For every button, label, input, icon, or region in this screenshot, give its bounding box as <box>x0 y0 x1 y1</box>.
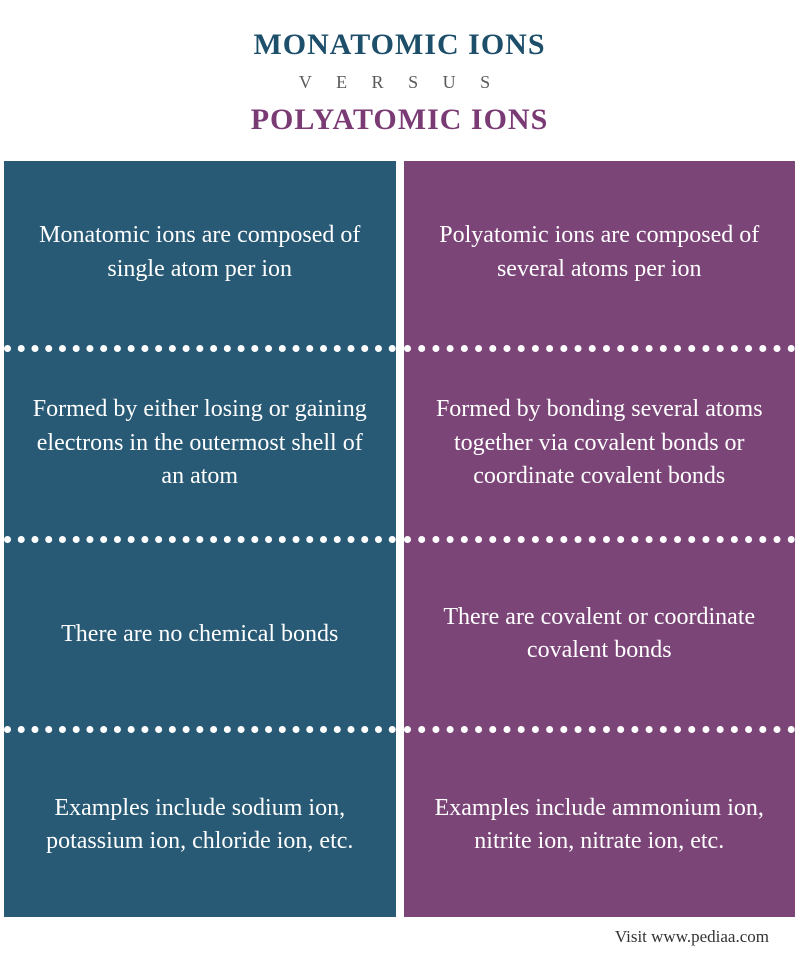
left-cell-3: Examples include sodium ion, potassium i… <box>4 733 396 917</box>
columns-wrapper: Monatomic ions are composed of single at… <box>0 161 799 917</box>
left-divider-2 <box>4 726 396 733</box>
title-right: POLYATOMIC IONS <box>20 103 779 137</box>
comparison-infographic: MONATOMIC IONS V E R S U S POLYATOMIC IO… <box>0 0 799 961</box>
left-cell-1: Formed by either losing or gaining elect… <box>4 352 396 536</box>
title-left: MONATOMIC IONS <box>20 28 779 62</box>
versus-label: V E R S U S <box>20 72 779 93</box>
left-divider-0 <box>4 345 396 352</box>
right-divider-2 <box>404 726 796 733</box>
left-cell-0: Monatomic ions are composed of single at… <box>4 161 396 345</box>
right-cell-3: Examples include ammonium ion, nitrite i… <box>404 733 796 917</box>
right-cell-1: Formed by bonding several atoms together… <box>404 352 796 536</box>
footer-credit: Visit www.pediaa.com <box>0 917 799 961</box>
column-right: Polyatomic ions are composed of several … <box>404 161 796 917</box>
left-divider-1 <box>4 536 396 543</box>
header: MONATOMIC IONS V E R S U S POLYATOMIC IO… <box>0 0 799 161</box>
right-cell-0: Polyatomic ions are composed of several … <box>404 161 796 345</box>
right-cell-2: There are covalent or coordinate covalen… <box>404 543 796 727</box>
right-divider-0 <box>404 345 796 352</box>
right-divider-1 <box>404 536 796 543</box>
column-left: Monatomic ions are composed of single at… <box>4 161 396 917</box>
left-cell-2: There are no chemical bonds <box>4 543 396 727</box>
